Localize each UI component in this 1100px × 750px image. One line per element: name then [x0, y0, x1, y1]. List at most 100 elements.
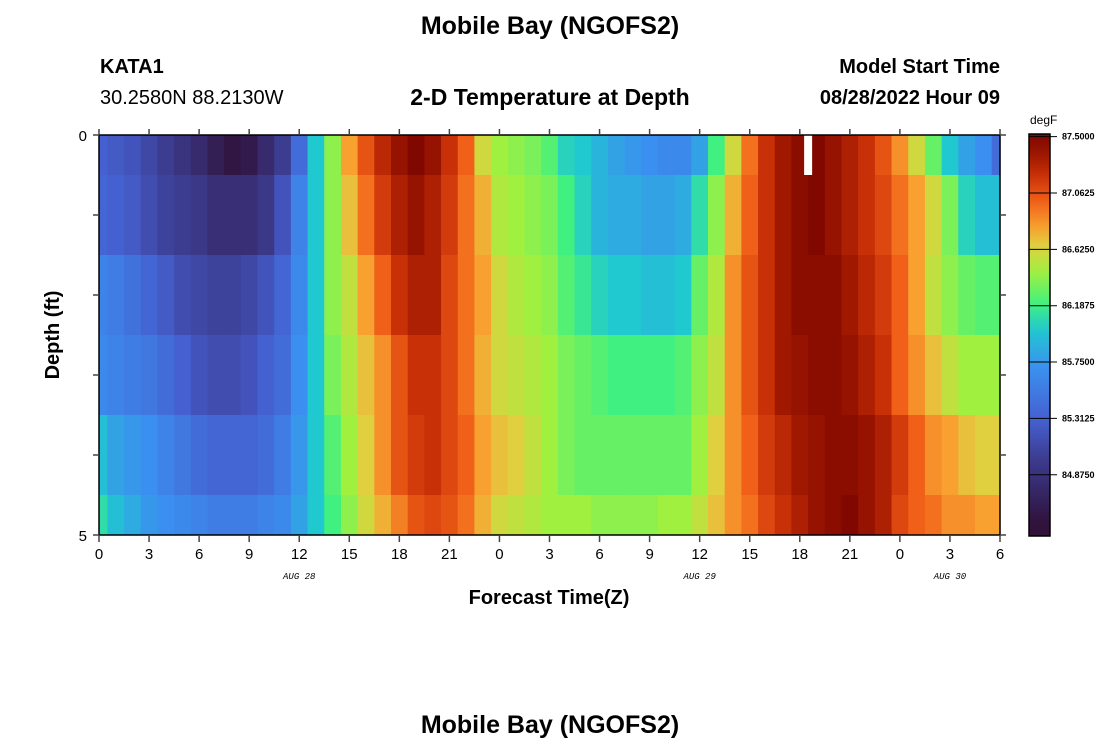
heatmap-cell	[874, 255, 893, 335]
heatmap-cell	[724, 175, 742, 255]
heatmap-cell	[674, 135, 692, 175]
heatmap-cell	[140, 495, 158, 535]
heatmap-cell	[758, 415, 776, 495]
heatmap-cell	[691, 335, 709, 415]
heatmap-cell	[791, 495, 809, 535]
heatmap-cell	[724, 255, 742, 335]
heatmap-cell	[758, 335, 776, 415]
heatmap-cell	[591, 175, 609, 255]
model-start-value: 08/28/2022 Hour 09	[819, 87, 1000, 109]
heatmap-cell	[891, 175, 909, 255]
heatmap-cell	[224, 335, 242, 415]
heatmap-cell	[541, 255, 559, 335]
heatmap-cell	[491, 415, 509, 495]
heatmap-cell	[557, 175, 576, 255]
heatmap-cell	[457, 255, 476, 335]
heatmap-cell	[758, 255, 776, 335]
heatmap-cell	[674, 495, 692, 535]
heatmap-cell	[908, 255, 926, 335]
x-tick-label: 15	[741, 546, 758, 563]
heatmap-cell	[224, 175, 242, 255]
heatmap-cell	[841, 135, 859, 175]
heatmap-cell	[174, 495, 192, 535]
heatmap-cell	[340, 135, 359, 175]
x-tick-label: 18	[791, 546, 808, 563]
heatmap-cell	[524, 175, 542, 255]
heatmap-cell	[157, 415, 175, 495]
heatmap-cell	[908, 415, 926, 495]
heatmap-cell	[791, 415, 809, 495]
x-tick-label: 12	[691, 546, 708, 563]
x-tick-label: 0	[495, 546, 503, 563]
heatmap-cell	[758, 175, 776, 255]
heatmap-cell	[274, 255, 292, 335]
heatmap-cell	[307, 255, 325, 335]
heatmap-cell	[941, 415, 959, 495]
heatmap-cell	[207, 495, 225, 535]
heatmap-cell	[691, 415, 709, 495]
heatmap-cell	[891, 135, 909, 175]
heatmap-cell	[657, 175, 676, 255]
heatmap-cell	[407, 415, 425, 495]
heatmap-cell	[390, 255, 409, 335]
heatmap-cell	[941, 335, 959, 415]
heatmap-cell	[474, 415, 492, 495]
colorbar-ticks: 87.5000 87.0625 86.6250 86.1875 85.7500 85.31…	[1029, 132, 1095, 480]
heatmap-cell	[290, 495, 309, 535]
heatmap-cell	[974, 175, 993, 255]
heatmap-cell	[274, 415, 292, 495]
heatmap-cell	[724, 335, 742, 415]
heatmap-cell	[407, 495, 425, 535]
heatmap-cell	[741, 135, 759, 175]
heatmap-cell	[741, 495, 759, 535]
heatmap-cell	[657, 135, 676, 175]
heatmap-cell	[958, 175, 976, 255]
heatmap-cell	[390, 175, 409, 255]
heatmap-cell	[107, 415, 125, 495]
heatmap-cell	[207, 335, 225, 415]
heatmap-cell	[657, 255, 676, 335]
heatmap-cell	[557, 415, 576, 495]
station-coordinates: 30.2580N 88.2130W	[100, 87, 284, 109]
heatmap-cell	[541, 415, 559, 495]
heatmap-cell	[657, 335, 676, 415]
heatmap-cell	[240, 495, 259, 535]
x-tick-label: 15	[341, 546, 358, 563]
heatmap-cell	[190, 495, 209, 535]
date-label: AUG 29	[682, 572, 716, 582]
heatmap-cell	[841, 255, 859, 335]
heatmap-cell	[541, 175, 559, 255]
heatmap-cell	[324, 175, 342, 255]
heatmap-cell	[324, 255, 342, 335]
colorbar-tick-label: 86.1875	[1062, 301, 1095, 311]
heatmap-cell	[524, 415, 542, 495]
heatmap-cell	[541, 335, 559, 415]
model-start-label: Model Start Time	[839, 56, 1000, 78]
heatmap-cell	[741, 255, 759, 335]
heatmap-cell	[774, 135, 793, 175]
heatmap-cell	[724, 415, 742, 495]
heatmap-cell	[224, 255, 242, 335]
heatmap-cell	[99, 175, 108, 255]
heatmap-cell	[908, 135, 926, 175]
heatmap-cell	[407, 135, 425, 175]
heatmap-cell	[691, 135, 709, 175]
heatmap-cell	[908, 495, 926, 535]
heatmap-cell	[274, 495, 292, 535]
heatmap-cell	[741, 415, 759, 495]
heatmap-cell	[307, 335, 325, 415]
heatmap-cell	[390, 415, 409, 495]
heatmap-cell	[741, 175, 759, 255]
heatmap-cell	[674, 255, 692, 335]
heatmap-cell	[357, 255, 375, 335]
heatmap-cell	[474, 135, 492, 175]
heatmap-cell	[491, 495, 509, 535]
colorbar	[1028, 133, 1051, 537]
heatmap-cell	[891, 255, 909, 335]
heatmap-cell	[507, 135, 526, 175]
heatmap-cell	[991, 175, 1001, 255]
heatmap-cell	[474, 255, 492, 335]
station-id: KATA1	[100, 56, 164, 78]
heatmap-cell	[991, 335, 1001, 415]
heatmap-cell	[874, 135, 893, 175]
